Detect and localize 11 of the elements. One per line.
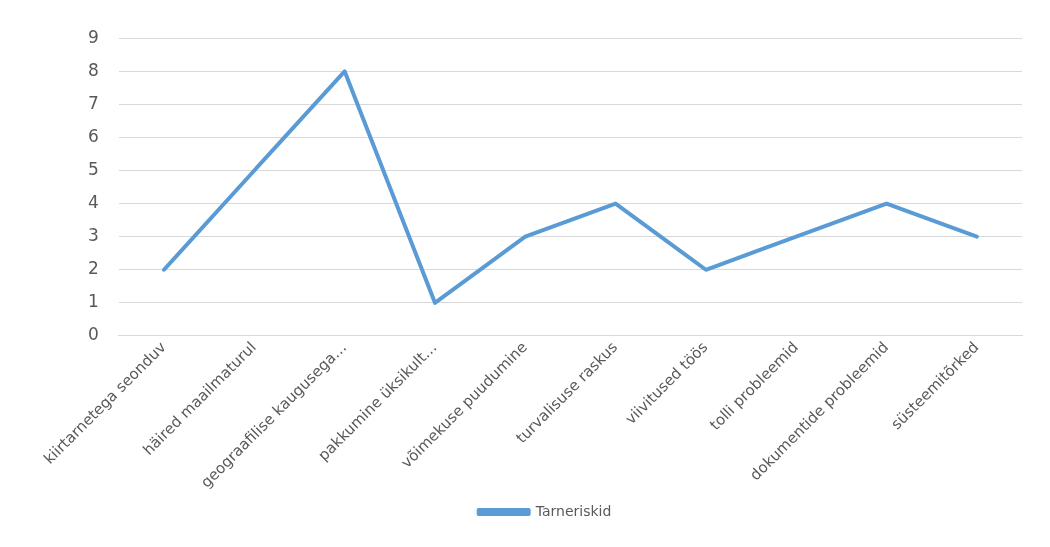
y-tick-label: 3 (87, 225, 99, 246)
y-tick-label: 6 (87, 125, 99, 146)
legend-label: Tarneriskid (534, 502, 612, 519)
y-tick-label: 0 (87, 324, 99, 345)
y-tick-label: 8 (87, 59, 99, 80)
y-tick-label: 9 (87, 26, 99, 47)
y-tick-label: 7 (87, 92, 99, 113)
y-tick-label: 4 (87, 192, 99, 213)
y-tick-label: 2 (87, 258, 99, 279)
y-tick-label: 5 (87, 158, 99, 179)
y-tick-label: 1 (87, 291, 99, 312)
